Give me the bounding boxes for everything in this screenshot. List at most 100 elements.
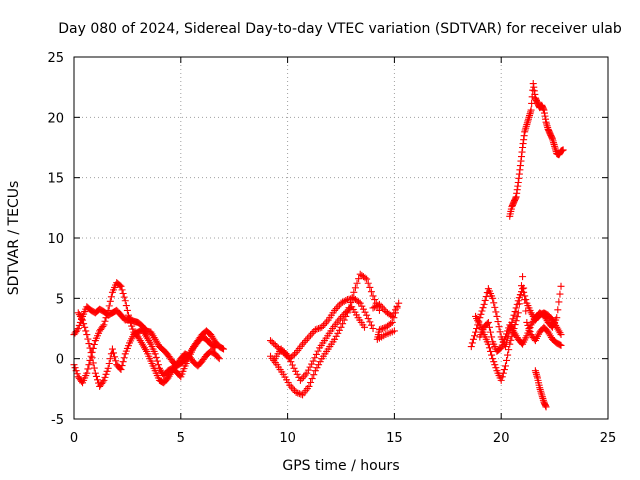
data-point [479, 304, 487, 312]
data-point [499, 369, 507, 377]
data-point [296, 376, 304, 384]
data-point [557, 331, 565, 339]
data-point [313, 325, 321, 333]
data-point [553, 314, 561, 322]
data-point [80, 320, 88, 328]
data-point [489, 355, 497, 363]
data-point [556, 341, 564, 349]
data-point [355, 275, 363, 283]
y-tick-label: 0 [56, 353, 64, 368]
data-point [124, 311, 132, 319]
data-point [270, 340, 278, 348]
data-point [360, 323, 368, 331]
data-point [302, 337, 310, 345]
data-point [342, 296, 350, 304]
x-axis-label: GPS time / hours [282, 458, 399, 474]
data-point [89, 359, 97, 367]
data-point [117, 366, 125, 374]
series-arc-2c [271, 303, 368, 384]
data-point [74, 325, 82, 332]
data-point [311, 367, 319, 375]
data-point [300, 338, 308, 346]
series-arc-2d [369, 299, 403, 343]
data-point [471, 332, 478, 340]
data-point [305, 382, 313, 390]
data-point [390, 327, 398, 335]
data-point [490, 358, 498, 366]
x-tick-label: 10 [279, 431, 296, 446]
data-point [273, 343, 281, 351]
data-point [361, 308, 369, 316]
data-point [88, 354, 96, 362]
data-point [90, 364, 98, 372]
data-point [292, 388, 300, 396]
data-point [485, 344, 493, 352]
data-point [315, 361, 323, 369]
data-point [493, 312, 501, 320]
data-point [498, 373, 506, 381]
data-point [332, 305, 340, 313]
data-point [367, 321, 375, 329]
x-tick-label: 20 [493, 431, 510, 446]
data-point [295, 373, 303, 381]
data-point [364, 315, 372, 323]
series-arc-3d [506, 80, 567, 220]
data-point [120, 293, 128, 301]
data-point [318, 323, 326, 331]
data-point [504, 327, 512, 335]
data-point [513, 313, 521, 321]
data-point [277, 345, 285, 353]
data-point [106, 297, 114, 305]
x-tick-label: 5 [177, 431, 185, 446]
y-tick-label: 10 [47, 232, 64, 247]
data-point [482, 293, 490, 301]
data-point [83, 369, 91, 377]
data-point [279, 347, 287, 355]
data-point [346, 304, 354, 312]
data-point [496, 328, 504, 336]
x-tick-label: 25 [600, 431, 617, 446]
data-point [85, 361, 93, 369]
series-arc-3c [476, 282, 565, 355]
data-point [298, 375, 306, 383]
data-point [331, 335, 339, 343]
y-tick-label: 20 [47, 111, 64, 126]
data-point [515, 294, 523, 302]
data-point [106, 355, 114, 363]
data-point [515, 300, 523, 308]
data-point [84, 365, 92, 373]
data-point [152, 353, 160, 361]
data-point [528, 99, 536, 107]
data-point [282, 350, 290, 358]
data-point [287, 383, 295, 391]
data-point [112, 357, 120, 365]
data-point [496, 345, 504, 353]
data-point [488, 333, 496, 341]
series-arc-3b [472, 273, 565, 384]
data-point [371, 296, 379, 304]
data-point [512, 317, 520, 325]
data-point [554, 306, 562, 314]
data-point [500, 366, 508, 374]
data-point [123, 306, 131, 314]
data-point [151, 350, 159, 358]
data-point [111, 353, 119, 361]
data-point [210, 343, 218, 351]
data-point [267, 337, 275, 345]
data-point [268, 338, 276, 346]
data-point [107, 293, 115, 301]
data-point [211, 344, 219, 352]
y-tick-label: 15 [47, 172, 64, 187]
y-axis-label: SDTVAR / TECUs [6, 181, 22, 296]
data-point [99, 322, 107, 330]
data-point [356, 299, 364, 307]
data-point [366, 318, 374, 326]
data-point [116, 281, 124, 289]
data-point [105, 302, 113, 310]
data-point [118, 362, 126, 370]
data-point [395, 299, 403, 307]
data-point [487, 328, 495, 336]
data-point [304, 366, 312, 374]
data-point [90, 340, 98, 348]
